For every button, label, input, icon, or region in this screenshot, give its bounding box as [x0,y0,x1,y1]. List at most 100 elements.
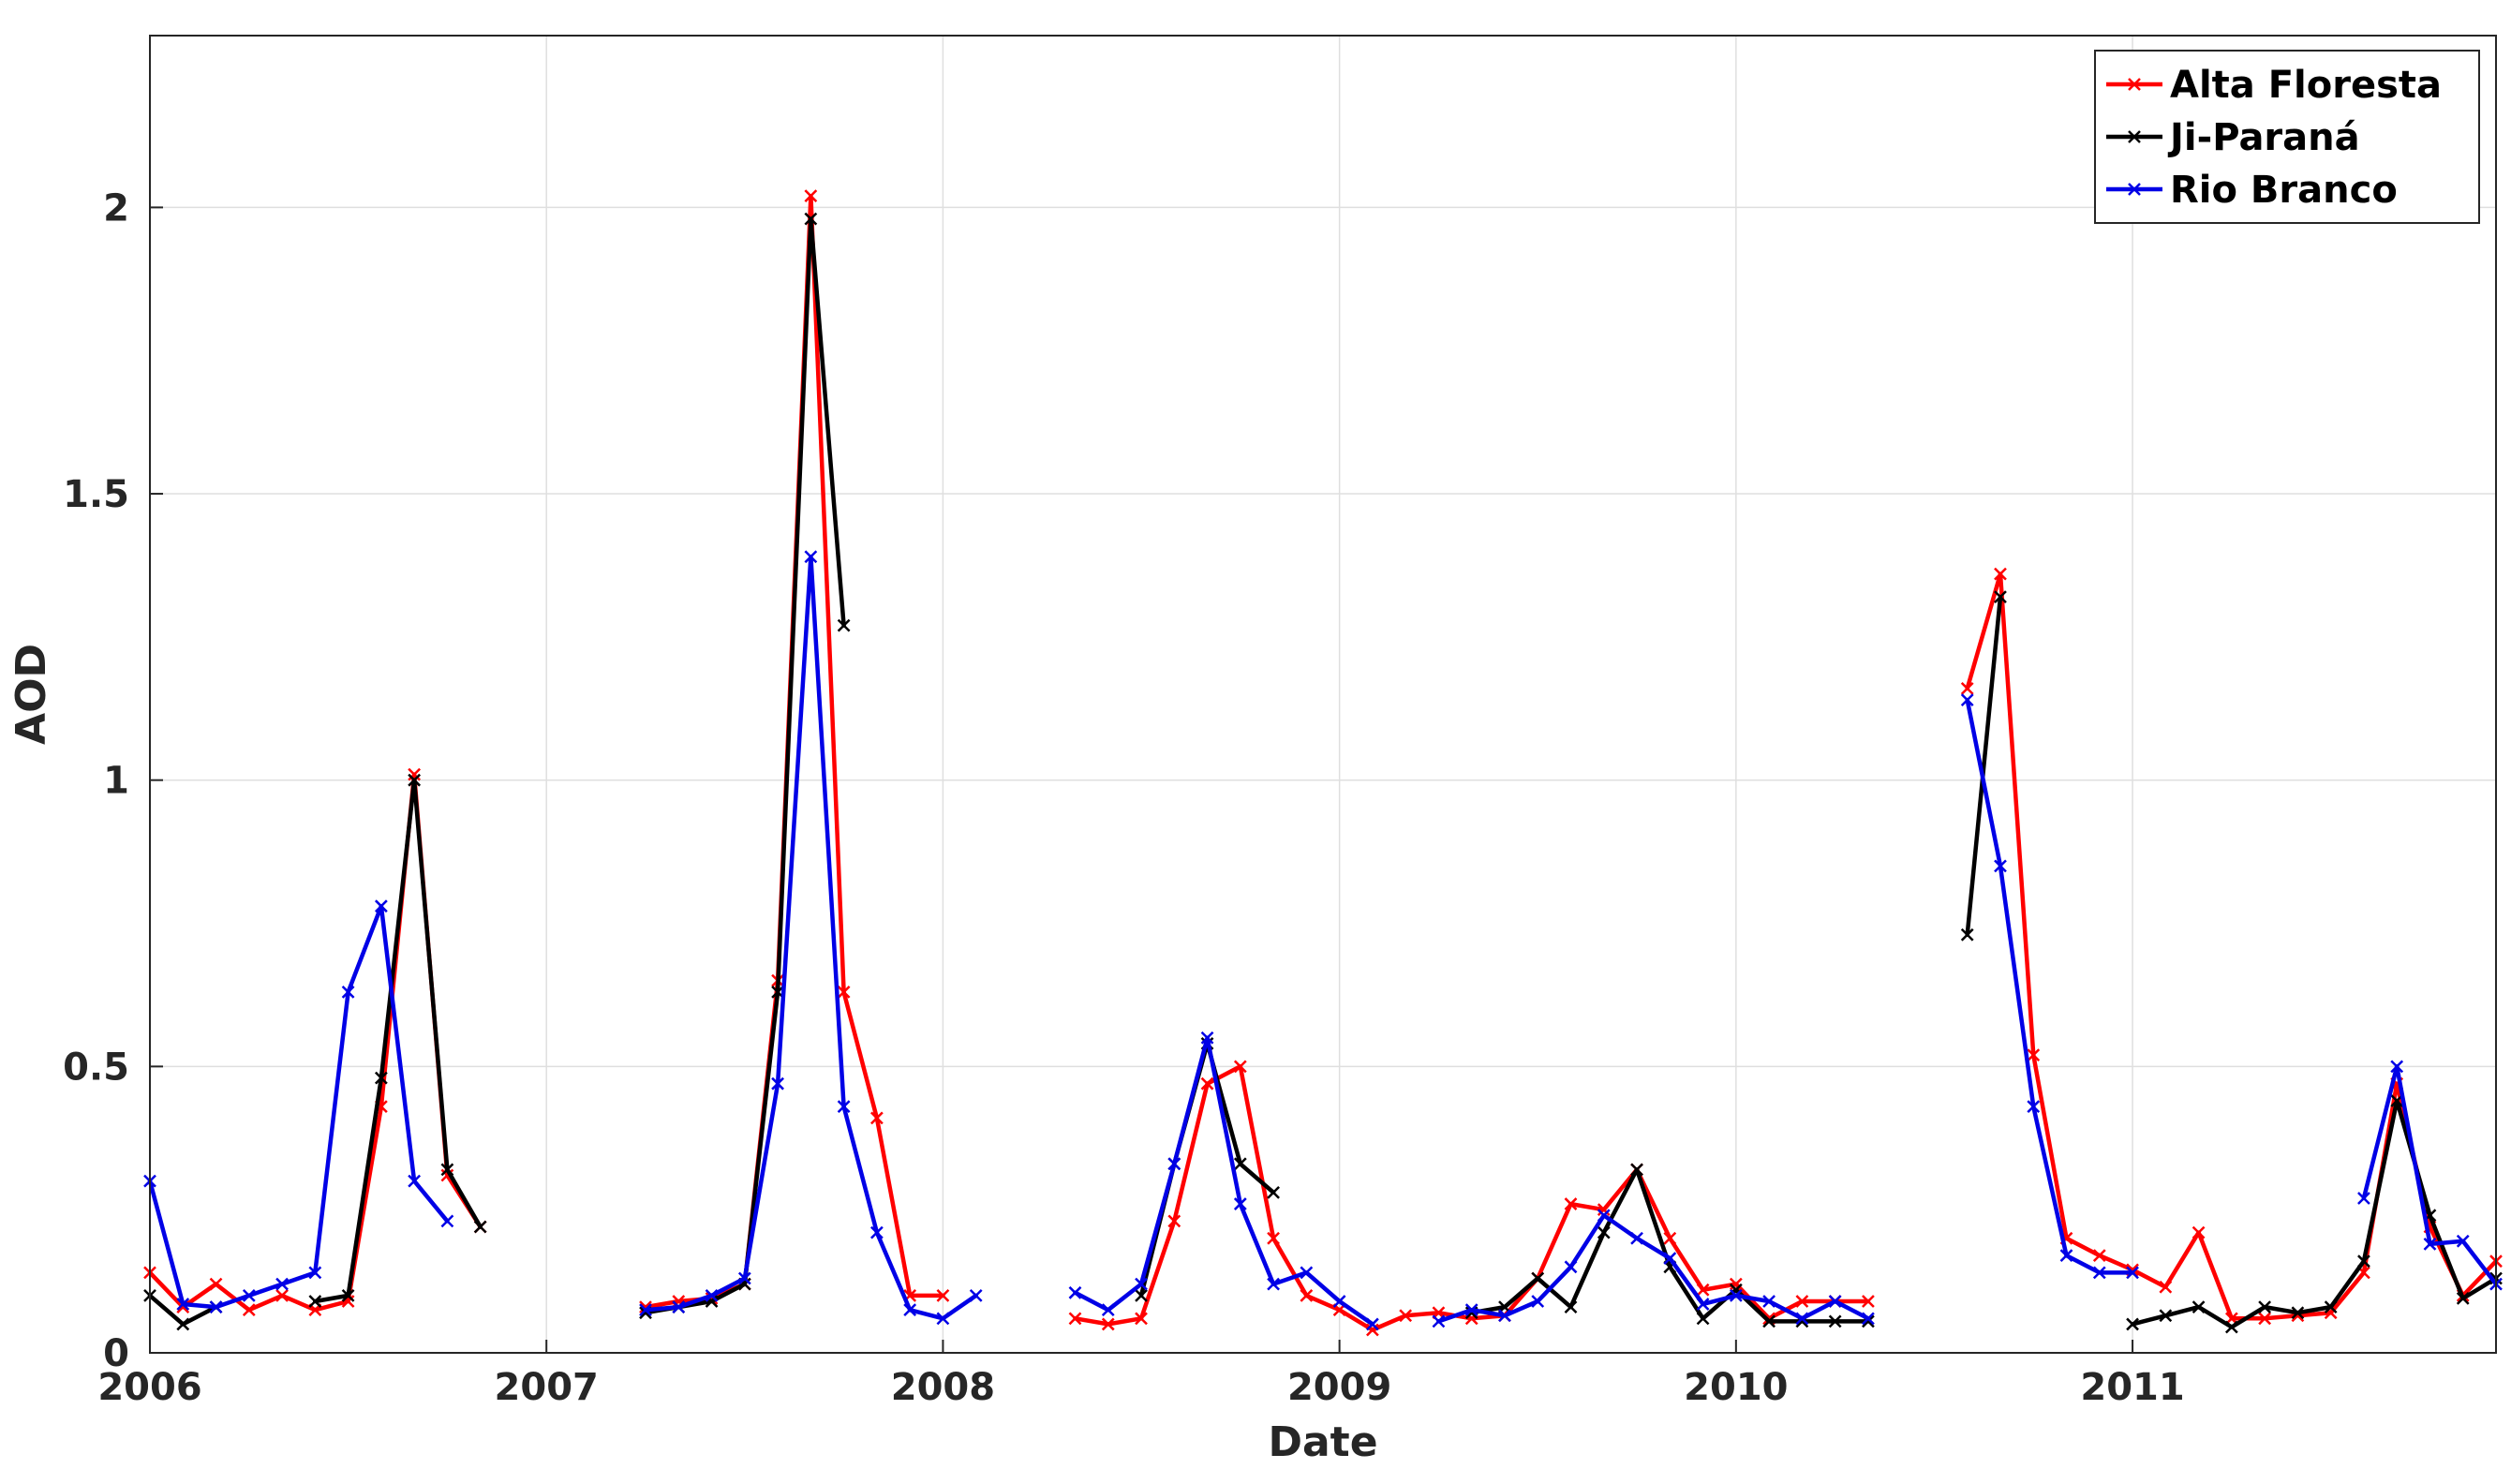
data-point-marker [1135,1277,1148,1291]
data-point-marker [1994,590,2007,603]
data-point-marker [1564,1260,1578,1274]
data-point-marker [2192,1225,2206,1239]
data-point-marker [1498,1309,1511,1323]
x-tick-label: 2011 [2080,1366,2184,1409]
x-tick-label: 2006 [97,1366,201,1409]
data-point-marker [1366,1323,1379,1337]
data-point-marker [1167,1157,1181,1171]
x-tick-label: 2007 [495,1366,599,1409]
data-point-marker [176,1317,190,1331]
data-point-marker [1696,1283,1710,1297]
data-point-marker [1233,1197,1247,1210]
data-point-marker [903,1303,917,1317]
data-point-marker [209,1277,223,1291]
data-point-marker [1630,1163,1643,1177]
data-point-marker [2092,1266,2106,1280]
data-point-marker [837,985,851,999]
data-point-marker [1597,1203,1611,1217]
y-tick-label: 1.5 [63,473,129,516]
series-layer [143,189,2503,1337]
data-point-marker [1300,1288,1314,1302]
series-line [1073,1035,1375,1327]
series-line [1965,697,2135,1275]
x-tick-label: 2009 [1287,1366,1391,1409]
data-point-marker [1300,1266,1314,1280]
data-point-marker [2159,1280,2173,1294]
x-axis-title: Date [1268,1418,1377,1466]
data-point-marker [1200,1076,1214,1091]
data-point-marker [2456,1234,2470,1248]
data-point-marker [1862,1312,1875,1326]
data-point-marker [2423,1237,2437,1251]
data-point-marker [1267,1185,1280,1199]
data-point-marker [1432,1314,1446,1328]
plot-frame [149,35,2497,1354]
data-point-marker [1101,1303,1115,1317]
data-point-marker [2224,1320,2238,1334]
data-point-marker [771,1076,784,1091]
data-point-marker [1531,1271,1545,1285]
data-point-marker [1960,693,1974,706]
data-point-marker [1233,1060,1247,1074]
data-point-marker [1862,1295,1875,1308]
data-point-marker [870,1225,884,1239]
data-point-marker [737,1271,751,1285]
data-point-marker [1994,859,2007,873]
data-point-marker [672,1300,686,1313]
data-point-marker [2258,1312,2272,1326]
data-point-marker [969,1288,983,1302]
data-point-marker [1564,1300,1578,1313]
data-point-marker [2258,1300,2272,1313]
data-point-marker [1696,1298,1710,1311]
data-point-marker [804,550,818,564]
data-point-marker [2126,1317,2139,1331]
data-point-marker [1068,1312,1082,1326]
data-point-marker [1135,1312,1148,1326]
data-point-marker [1233,1157,1247,1171]
data-point-marker [242,1303,256,1317]
data-point-marker [2027,1100,2041,1114]
data-point-marker [2126,1266,2139,1280]
data-point-marker [1267,1277,1280,1291]
y-tick-label: 0.5 [63,1046,129,1089]
data-point-marker [1531,1295,1545,1308]
data-point-marker [1200,1031,1214,1045]
data-point-marker [308,1266,322,1280]
data-point-marker [1795,1295,1809,1308]
data-point-marker [705,1288,719,1302]
data-point-marker [1597,1225,1611,1239]
data-point-marker [1135,1288,1148,1302]
data-point-marker [1267,1231,1280,1245]
legend-entry-label: Rio Branco [2170,169,2398,212]
data-point-marker [1399,1309,1413,1323]
data-point-marker [1597,1209,1611,1223]
data-point-marker [1068,1285,1082,1299]
data-point-marker [2324,1300,2338,1313]
data-point-marker [308,1295,322,1308]
series-line [1436,1213,1871,1324]
data-point-marker [1101,1317,1115,1331]
data-point-marker [2027,1048,2041,1062]
data-point-marker [1994,567,2007,581]
data-point-marker [804,189,818,203]
data-point-marker [1762,1314,1776,1328]
data-point-marker [936,1312,950,1326]
data-point-marker [1960,928,1974,942]
data-point-marker [1464,1303,1478,1317]
data-point-marker [2159,1309,2173,1323]
y-tick-label: 1 [103,760,129,803]
data-point-marker [408,1174,422,1188]
data-point-marker [639,1303,652,1317]
series-line [147,903,450,1310]
data-point-marker [1564,1197,1578,1210]
x-tick-label: 2010 [1684,1366,1788,1409]
axis-ticks [149,206,2134,1354]
data-point-marker [2092,1249,2106,1262]
data-point-marker [242,1288,256,1302]
data-point-marker [374,899,388,913]
series-line [313,778,483,1304]
data-point-marker [1729,1288,1743,1302]
data-point-marker [2456,1292,2470,1305]
data-point-marker [1960,682,1974,695]
